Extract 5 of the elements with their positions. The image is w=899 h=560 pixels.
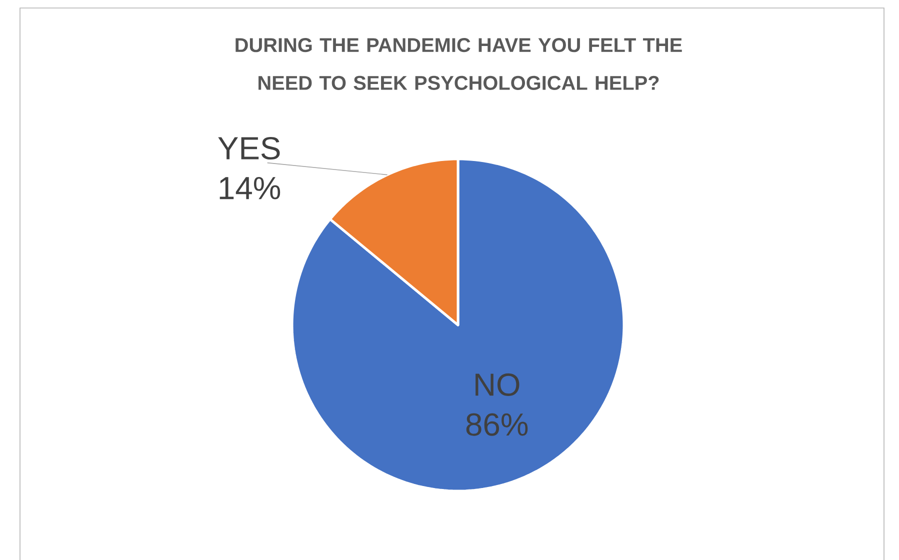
- data-label: 14%: [220, 176, 280, 200]
- chart-title: DURING THE PANDEMIC HAVE YOU FELT THE NEED TO SEEK PSYCHOLOGICAL HELP?: [236, 38, 682, 90]
- data-label: 86%: [466, 413, 528, 436]
- slice-label: YES: [218, 136, 280, 160]
- slice-label: NO: [476, 373, 520, 396]
